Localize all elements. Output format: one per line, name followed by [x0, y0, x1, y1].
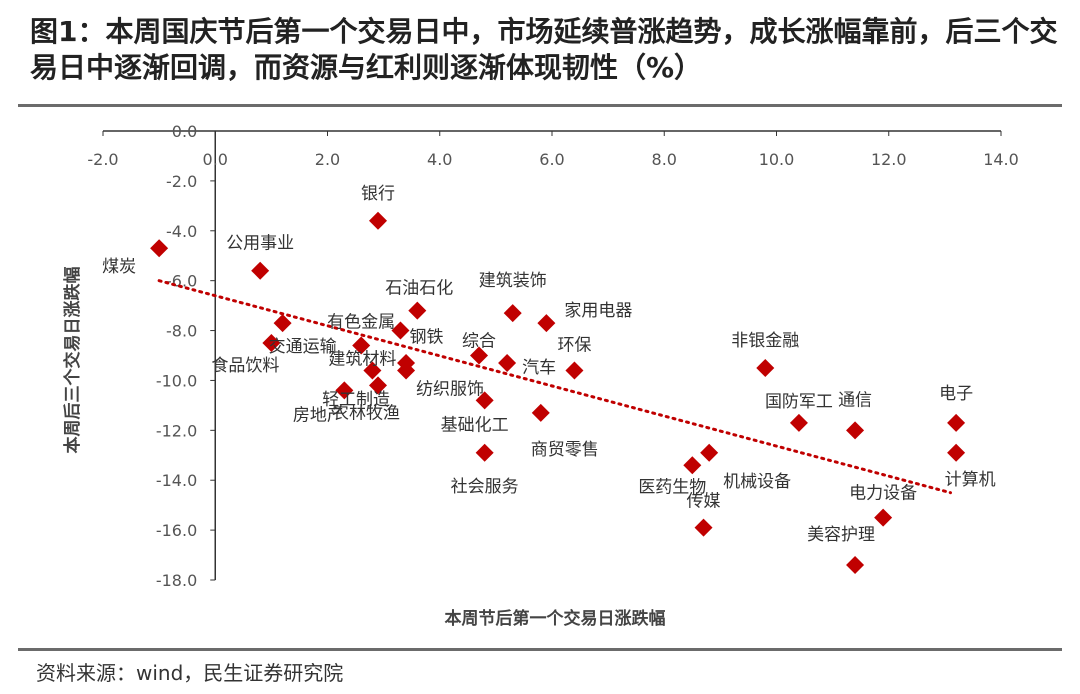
point-label: 传媒: [687, 492, 721, 512]
data-point: [947, 443, 966, 462]
data-point: [694, 518, 713, 537]
footer-divider: [18, 648, 1062, 651]
point-label: 食品饮料: [211, 356, 279, 376]
point-label: 基础化工: [441, 415, 509, 435]
data-point: [273, 314, 292, 333]
point-label: 美容护理: [807, 525, 875, 545]
point-label: 交通运输: [269, 337, 337, 357]
tick-labels: -2.0 0.0 2.0 4.0 6.0 8.0 10.0 12.0 14.0 0.0 -2.0 -4…: [87, 122, 1018, 590]
data-point: [498, 353, 517, 372]
data-point: [475, 443, 494, 462]
data-point: [846, 556, 865, 575]
data-point: [846, 421, 865, 440]
data-point: [947, 413, 966, 432]
trendline: [157, 279, 952, 495]
y-tick-label: -8.0: [166, 322, 197, 341]
point-label: 电力设备: [849, 484, 917, 504]
data-point: [408, 301, 427, 320]
data-point: [397, 361, 416, 380]
point-label: 煤炭: [102, 257, 136, 277]
chart-title: 图1：本周国庆节后第一个交易日中，市场延续普涨趋势，成长涨幅靠前，后三个交易日中…: [30, 15, 1058, 84]
data-point: [503, 304, 522, 323]
data-point: [756, 358, 775, 377]
x-tick-label: 0.0: [203, 150, 228, 169]
data-point: [335, 381, 354, 400]
point-label: 机械设备: [723, 472, 791, 492]
data-point: [363, 361, 382, 380]
point-label: 综合: [462, 332, 496, 352]
point-label: 计算机: [945, 470, 996, 490]
point-label: 非银金融: [731, 331, 799, 351]
y-tick-label: 0.0: [172, 122, 197, 141]
point-label: 轻工制造: [322, 390, 390, 410]
y-tick-label: -4.0: [166, 222, 197, 241]
point-label: 建筑装饰: [479, 271, 547, 291]
data-point: [470, 346, 489, 365]
x-tick-label: -2.0: [87, 150, 118, 169]
point-label: 钢铁: [409, 328, 443, 348]
point-label: 通信: [838, 390, 872, 410]
x-tick-label: 2.0: [315, 150, 340, 169]
point-label: 家用电器: [564, 301, 632, 321]
data-point: [352, 336, 371, 355]
x-axis-label: 本周节后第一个交易日涨跌幅: [445, 608, 666, 629]
data-point: [537, 314, 556, 333]
x-tick-label: 6.0: [539, 150, 564, 169]
point-label: 银行: [361, 184, 395, 204]
point-label: 环保: [557, 335, 591, 355]
data-point: [565, 361, 584, 380]
data-point: [150, 239, 169, 258]
title-divider: [18, 104, 1062, 107]
x-tick-label: 14.0: [983, 150, 1019, 169]
data-point: [531, 403, 550, 422]
data-point: [475, 391, 494, 410]
point-label: 汽车: [522, 358, 556, 378]
data-point: [874, 508, 893, 527]
point-label: 医药生物: [638, 477, 706, 497]
point-label: 社会服务: [451, 477, 519, 497]
data-point: [369, 376, 388, 395]
data-points: [150, 211, 966, 575]
point-label: 有色金属: [327, 313, 395, 333]
point-label: 公用事业: [226, 234, 294, 254]
data-point: [391, 321, 410, 340]
data-point: [789, 413, 808, 432]
y-axis-label: 本周后三个交易日涨跌幅: [62, 267, 83, 454]
data-point: [683, 456, 702, 475]
trendline-group: [157, 279, 952, 495]
data-point: [700, 443, 719, 462]
y-tick-label: -2.0: [166, 172, 197, 191]
point-label: 电子: [939, 384, 973, 404]
y-tick-label: -12.0: [156, 421, 197, 440]
data-point: [262, 334, 281, 353]
point-label: 农林牧渔: [332, 403, 400, 423]
point-label: 房地产: [293, 405, 344, 425]
x-tick-label: 12.0: [871, 150, 907, 169]
point-label: 商贸零售: [531, 440, 599, 460]
data-point: [369, 211, 388, 230]
x-tick-label: 8.0: [652, 150, 677, 169]
y-tick-label: -14.0: [156, 471, 197, 490]
x-tick-label: 10.0: [759, 150, 795, 169]
point-label: 建筑材料: [328, 349, 396, 369]
source-note: 资料来源：wind，民生证券研究院: [36, 661, 344, 685]
point-label: 石油石化: [385, 279, 453, 299]
y-tick-label: -10.0: [156, 371, 197, 390]
y-tick-label: -16.0: [156, 521, 197, 540]
point-label: 国防军工: [765, 392, 833, 412]
y-tick-label: -18.0: [156, 571, 197, 590]
data-point: [251, 261, 270, 280]
point-label: 纺织服饰: [416, 379, 484, 399]
x-tick-label: 4.0: [427, 150, 452, 169]
